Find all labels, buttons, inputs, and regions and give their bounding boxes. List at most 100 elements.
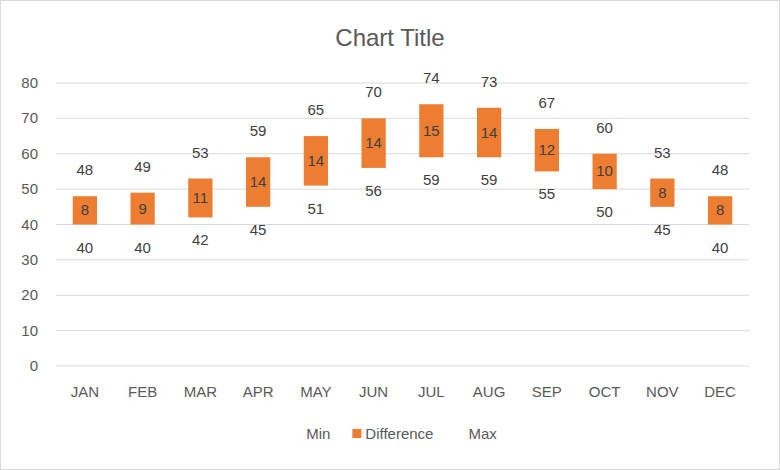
x-tick-label: MAR — [184, 383, 218, 400]
y-tick-label: 50 — [21, 180, 38, 197]
y-tick-label: 30 — [21, 251, 38, 268]
legend-label: Min — [306, 425, 330, 442]
bar-segment — [592, 154, 616, 189]
x-tick-label: NOV — [646, 383, 679, 400]
x-tick-label: JUN — [359, 383, 388, 400]
bar-segment — [650, 179, 674, 207]
bar-segment — [477, 108, 501, 158]
data-label: 40 — [77, 239, 94, 256]
grid-line — [56, 189, 749, 190]
data-label: 12 — [539, 141, 556, 158]
y-tick-label: 70 — [21, 109, 38, 126]
point — [84, 196, 85, 197]
grid-line — [56, 224, 749, 225]
data-label: 40 — [134, 239, 151, 256]
data-label: 45 — [654, 221, 671, 238]
legend: Min Difference Max — [293, 425, 497, 442]
data-label: 14 — [365, 134, 382, 151]
x-tick-label: JUL — [418, 383, 445, 400]
data-label: 9 — [138, 200, 146, 217]
data-label: 65 — [308, 101, 325, 118]
data-label: 11 — [193, 189, 209, 206]
data-label: 59 — [481, 171, 498, 188]
data-label: 8 — [716, 201, 724, 218]
legend-label: Max — [468, 425, 497, 442]
data-label: 70 — [365, 83, 382, 100]
bar-segment — [477, 157, 501, 366]
data-label: 60 — [596, 119, 613, 136]
x-tick-label: AUG — [473, 383, 506, 400]
bar-segment — [419, 104, 443, 157]
point — [258, 157, 259, 158]
x-tick-label: SEP — [532, 383, 562, 400]
bar-segment — [188, 217, 212, 366]
data-label: 53 — [192, 144, 209, 161]
x-tick-label: APR — [243, 383, 274, 400]
marks — [73, 104, 733, 366]
grid-line — [56, 259, 749, 260]
y-tick-label: 40 — [21, 216, 38, 233]
x-tick-label: JAN — [71, 383, 99, 400]
bar-segment — [246, 207, 270, 366]
data-labels: 4040424551565959555045408911141414151412… — [77, 69, 729, 255]
bar-segment — [708, 196, 732, 224]
point — [315, 136, 316, 137]
data-label: 49 — [134, 158, 151, 175]
point — [720, 196, 721, 197]
grid-line — [56, 366, 749, 367]
data-label: 14 — [308, 152, 325, 169]
grid-line — [56, 295, 749, 296]
x-tick-label: FEB — [128, 383, 157, 400]
data-label: 10 — [596, 162, 613, 179]
data-label: 40 — [712, 239, 729, 256]
bar-segment — [535, 171, 559, 366]
data-label: 42 — [192, 231, 209, 248]
x-tick-label: MAY — [300, 383, 331, 400]
data-label: 55 — [539, 185, 556, 202]
data-label: 45 — [250, 221, 267, 238]
bar-segment — [130, 193, 154, 225]
y-tick-label: 0 — [30, 357, 38, 374]
grid-line — [56, 330, 749, 331]
grid-line — [56, 83, 749, 84]
legend-swatch — [293, 429, 302, 438]
data-label: 48 — [77, 161, 94, 178]
data-label: 51 — [308, 200, 325, 217]
legend-marker — [455, 429, 464, 438]
data-label: 50 — [596, 203, 613, 220]
bar-segment — [419, 157, 443, 366]
bar-segment — [361, 118, 385, 168]
bar-segment — [73, 196, 97, 224]
bar-segment — [535, 129, 559, 171]
y-tick-label: 80 — [21, 74, 38, 91]
data-label: 48 — [712, 161, 729, 178]
point — [546, 128, 547, 129]
y-tick-label: 20 — [21, 286, 38, 303]
bar-segment — [73, 225, 97, 367]
point — [489, 107, 490, 108]
x-tick-label: OCT — [589, 383, 621, 400]
grid-line — [56, 118, 749, 119]
chart: Chart Title01020304050607080JANFEBMARAPR… — [0, 0, 780, 470]
bar-segment — [304, 136, 328, 186]
data-label: 73 — [481, 73, 498, 90]
data-label: 14 — [250, 173, 267, 190]
point — [200, 178, 201, 179]
chart-frame — [1, 1, 780, 470]
point — [604, 153, 605, 154]
legend-swatch — [352, 429, 361, 438]
series-line — [85, 104, 720, 196]
point — [662, 178, 663, 179]
bar-segment — [130, 225, 154, 367]
data-label: 67 — [539, 94, 556, 111]
data-label: 8 — [658, 184, 666, 201]
bar-segment — [188, 179, 212, 218]
legend-label: Difference — [365, 425, 433, 442]
data-label: 53 — [654, 144, 671, 161]
bar-segment — [361, 168, 385, 366]
y-tick-label: 10 — [21, 322, 38, 339]
point — [373, 118, 374, 119]
point — [431, 104, 432, 105]
data-label: 59 — [423, 171, 440, 188]
x-tick-label: DEC — [704, 383, 736, 400]
